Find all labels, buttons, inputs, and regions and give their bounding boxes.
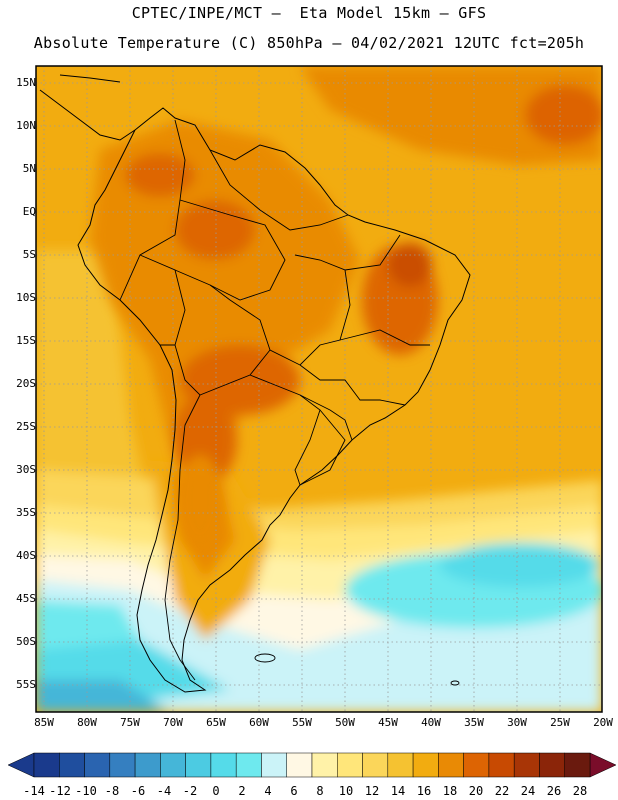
country-borders bbox=[119, 119, 430, 681]
colorbar-label: 2 bbox=[238, 784, 246, 798]
lat-label: 40S bbox=[16, 549, 36, 562]
colorbar-cell bbox=[337, 752, 363, 778]
colorbar-cell bbox=[387, 752, 414, 778]
lon-label: 60W bbox=[249, 716, 269, 729]
colorbar-cell bbox=[438, 752, 464, 778]
colorbar-label: -12 bbox=[49, 784, 71, 798]
lon-label: 30W bbox=[507, 716, 527, 729]
lat-label: 20S bbox=[16, 377, 36, 390]
colorbar-cell bbox=[513, 752, 540, 778]
colorbar-cell bbox=[185, 752, 212, 778]
colorbar-label: 10 bbox=[338, 784, 354, 798]
colorbar-label: 18 bbox=[442, 784, 458, 798]
colorbar-cell bbox=[160, 752, 186, 778]
lon-label: 75W bbox=[120, 716, 140, 729]
colorbar-label: -14 bbox=[23, 784, 45, 798]
lon-label: 25W bbox=[550, 716, 570, 729]
colorbar-label: -10 bbox=[75, 784, 97, 798]
colorbar-label: 12 bbox=[364, 784, 380, 798]
colorbar-cell bbox=[311, 752, 338, 778]
colorbar-label: -6 bbox=[130, 784, 146, 798]
lat-label: 15N bbox=[16, 76, 36, 89]
lon-label: 35W bbox=[464, 716, 484, 729]
colorbar-cell bbox=[84, 752, 111, 778]
colorbar-label: -8 bbox=[104, 784, 120, 798]
lat-label: 5S bbox=[22, 248, 36, 261]
lat-label: 50S bbox=[16, 635, 36, 648]
colorbar-label: 22 bbox=[494, 784, 510, 798]
colorbar-cell bbox=[412, 752, 439, 778]
colorbar-cell bbox=[488, 752, 515, 778]
map-frame bbox=[35, 65, 603, 713]
lat-label: 10S bbox=[16, 291, 36, 304]
lon-label: 45W bbox=[378, 716, 398, 729]
colorbar-cell bbox=[286, 752, 313, 778]
south-america-coastline bbox=[77, 107, 471, 693]
lat-label: 55S bbox=[16, 678, 36, 691]
lon-label: 80W bbox=[77, 716, 97, 729]
colorbar-low-arrow bbox=[7, 752, 35, 778]
lat-label: 15S bbox=[16, 334, 36, 347]
lat-label: 45S bbox=[16, 592, 36, 605]
colorbar-cell bbox=[539, 752, 565, 778]
colorbar-label: 14 bbox=[390, 784, 406, 798]
colorbar-label: 4 bbox=[264, 784, 272, 798]
lon-label: 55W bbox=[292, 716, 312, 729]
colorbar-label: 26 bbox=[546, 784, 562, 798]
colorbar-cell bbox=[109, 752, 136, 778]
lon-label: 20W bbox=[593, 716, 613, 729]
colorbar bbox=[7, 752, 617, 778]
map-title-line1: CPTEC/INPE/MCT – Eta Model 15km – GFS bbox=[131, 4, 487, 22]
colorbar-label: 24 bbox=[520, 784, 536, 798]
colorbar-label: -4 bbox=[156, 784, 172, 798]
colorbar-cell bbox=[134, 752, 161, 778]
lon-label: 85W bbox=[34, 716, 54, 729]
colorbar-cell bbox=[33, 752, 60, 778]
colorbar-cell bbox=[362, 752, 389, 778]
colorbar-label: 6 bbox=[290, 784, 298, 798]
temperature-field bbox=[36, 66, 602, 712]
colorbar-cell bbox=[463, 752, 490, 778]
colorbar-high-arrow bbox=[589, 752, 617, 778]
lon-label: 50W bbox=[335, 716, 355, 729]
lon-label: 40W bbox=[421, 716, 441, 729]
lat-label: 25S bbox=[16, 420, 36, 433]
lon-label: 65W bbox=[206, 716, 226, 729]
colorbar-label: 8 bbox=[316, 784, 324, 798]
colorbar-label: 28 bbox=[572, 784, 588, 798]
colorbar-label: 20 bbox=[468, 784, 484, 798]
colorbar-label: 0 bbox=[212, 784, 220, 798]
map-title-line2: Absolute Temperature (C) 850hPa – 04/02/… bbox=[33, 34, 585, 52]
lat-label: 35S bbox=[16, 506, 36, 519]
lon-label: 70W bbox=[163, 716, 183, 729]
colorbar-cell bbox=[261, 752, 287, 778]
colorbar-cell bbox=[59, 752, 85, 778]
colorbar-cell bbox=[210, 752, 237, 778]
lat-label: 10N bbox=[16, 119, 36, 132]
colorbar-cell bbox=[564, 752, 591, 778]
lat-label: 30S bbox=[16, 463, 36, 476]
lat-label: 5N bbox=[22, 162, 36, 175]
colorbar-cell bbox=[235, 752, 262, 778]
lat-label: EQ bbox=[22, 205, 36, 218]
colorbar-label: 16 bbox=[416, 784, 432, 798]
colorbar-label: -2 bbox=[182, 784, 198, 798]
